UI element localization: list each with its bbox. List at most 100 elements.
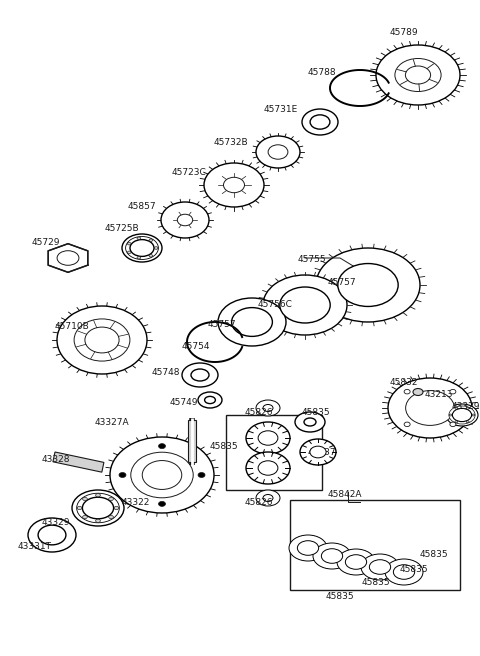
Text: 45857: 45857	[128, 202, 156, 211]
Ellipse shape	[155, 247, 158, 249]
Ellipse shape	[158, 501, 166, 506]
Ellipse shape	[263, 275, 347, 335]
Text: 45835: 45835	[400, 565, 429, 574]
Ellipse shape	[346, 555, 367, 569]
Ellipse shape	[57, 251, 79, 265]
Ellipse shape	[258, 461, 278, 475]
Text: 43329: 43329	[452, 402, 480, 411]
Ellipse shape	[466, 407, 469, 409]
Text: 43331T: 43331T	[18, 542, 52, 551]
Bar	[188, 420, 196, 462]
Text: 45729: 45729	[32, 238, 60, 247]
Ellipse shape	[177, 215, 192, 226]
Ellipse shape	[450, 390, 456, 394]
Ellipse shape	[130, 239, 154, 256]
Text: 45788: 45788	[308, 68, 336, 77]
Text: 43327A: 43327A	[95, 418, 130, 427]
Ellipse shape	[472, 414, 475, 416]
Text: 45835: 45835	[420, 550, 449, 559]
Ellipse shape	[96, 519, 100, 522]
Text: 45710B: 45710B	[55, 322, 90, 331]
Text: 45755: 45755	[298, 255, 326, 264]
Ellipse shape	[231, 308, 272, 337]
Ellipse shape	[246, 422, 290, 454]
Ellipse shape	[28, 518, 76, 552]
Ellipse shape	[246, 452, 290, 484]
Ellipse shape	[38, 525, 66, 545]
Text: 45723C: 45723C	[172, 168, 207, 177]
Text: 45826: 45826	[245, 408, 274, 417]
Text: 45754: 45754	[182, 342, 211, 351]
Text: 45748: 45748	[152, 368, 180, 377]
Text: 43213: 43213	[425, 390, 454, 399]
Text: 45837: 45837	[308, 448, 336, 457]
Ellipse shape	[127, 251, 131, 254]
Text: 45842A: 45842A	[328, 490, 362, 499]
Text: 45835: 45835	[362, 578, 391, 587]
Ellipse shape	[85, 327, 119, 353]
Ellipse shape	[77, 493, 120, 523]
Text: 43329: 43329	[42, 518, 71, 527]
Ellipse shape	[361, 554, 399, 580]
Ellipse shape	[127, 243, 131, 245]
Text: 45731E: 45731E	[264, 105, 298, 114]
Ellipse shape	[295, 412, 325, 432]
Ellipse shape	[119, 472, 126, 478]
Ellipse shape	[137, 256, 141, 259]
Text: 43322: 43322	[122, 498, 150, 507]
Ellipse shape	[161, 202, 209, 238]
Bar	[290, 500, 460, 590]
Ellipse shape	[313, 543, 351, 569]
Ellipse shape	[204, 163, 264, 207]
Ellipse shape	[218, 298, 286, 346]
Ellipse shape	[449, 414, 452, 416]
Ellipse shape	[182, 363, 218, 387]
Ellipse shape	[83, 497, 87, 501]
Ellipse shape	[413, 388, 423, 396]
Ellipse shape	[74, 319, 130, 361]
Text: 45826: 45826	[245, 498, 274, 507]
Ellipse shape	[72, 490, 124, 526]
Ellipse shape	[122, 234, 162, 262]
Ellipse shape	[388, 378, 472, 438]
Ellipse shape	[300, 439, 336, 465]
Ellipse shape	[302, 109, 338, 135]
Ellipse shape	[191, 369, 209, 381]
Ellipse shape	[406, 390, 455, 425]
Text: 45832: 45832	[390, 378, 419, 387]
Ellipse shape	[149, 239, 153, 241]
Ellipse shape	[83, 516, 87, 519]
Ellipse shape	[455, 420, 458, 422]
Ellipse shape	[263, 405, 273, 411]
Ellipse shape	[449, 406, 475, 424]
Ellipse shape	[385, 559, 423, 585]
Ellipse shape	[224, 177, 244, 193]
Ellipse shape	[110, 437, 214, 513]
Ellipse shape	[310, 446, 326, 458]
Ellipse shape	[406, 66, 431, 84]
Ellipse shape	[108, 497, 113, 501]
Ellipse shape	[256, 400, 280, 416]
Ellipse shape	[258, 431, 278, 445]
Ellipse shape	[204, 396, 216, 403]
Ellipse shape	[450, 422, 456, 426]
Ellipse shape	[455, 407, 458, 409]
Ellipse shape	[376, 45, 460, 105]
Text: 45732B: 45732B	[214, 138, 249, 147]
Ellipse shape	[404, 390, 410, 394]
Text: 45835: 45835	[302, 408, 331, 417]
Ellipse shape	[395, 58, 441, 91]
Bar	[226, 415, 322, 490]
Ellipse shape	[126, 237, 158, 260]
Ellipse shape	[114, 506, 119, 510]
Ellipse shape	[256, 490, 280, 506]
Text: 45835: 45835	[326, 592, 355, 601]
Ellipse shape	[337, 549, 375, 575]
Ellipse shape	[304, 418, 316, 426]
Ellipse shape	[142, 461, 182, 489]
Ellipse shape	[256, 136, 300, 168]
Text: 45725B: 45725B	[105, 224, 140, 233]
Ellipse shape	[198, 472, 205, 478]
Bar	[53, 452, 104, 472]
Ellipse shape	[298, 541, 319, 555]
